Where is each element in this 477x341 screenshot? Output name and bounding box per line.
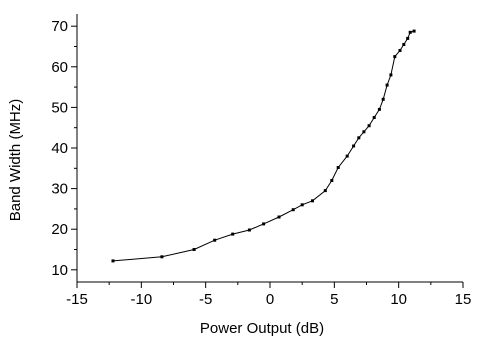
data-point bbox=[389, 73, 393, 77]
data-point bbox=[111, 259, 115, 263]
data-point bbox=[247, 228, 251, 232]
x-tick-label: 10 bbox=[390, 291, 407, 308]
data-point bbox=[311, 199, 314, 203]
data-point bbox=[398, 49, 402, 52]
data-point bbox=[372, 116, 376, 119]
data-point bbox=[231, 232, 235, 236]
data-point bbox=[362, 130, 366, 134]
data-point bbox=[300, 203, 304, 207]
x-axis-label: Power Output (dB) bbox=[200, 320, 324, 337]
series-line bbox=[112, 30, 415, 262]
data-point bbox=[385, 83, 389, 87]
data-point bbox=[408, 30, 412, 34]
y-tick-label: 50 bbox=[51, 99, 68, 116]
data-point bbox=[357, 136, 361, 140]
y-tick-label: 10 bbox=[51, 262, 68, 279]
data-point bbox=[323, 189, 327, 193]
data-point bbox=[393, 55, 397, 59]
data-point bbox=[336, 166, 340, 169]
y-ticks: 10 20 30 40 50 60 70 bbox=[51, 18, 77, 279]
x-tick-label: -10 bbox=[130, 291, 152, 308]
x-tick-label: 0 bbox=[266, 291, 274, 308]
data-point bbox=[412, 29, 416, 33]
y-tick-label: 70 bbox=[51, 18, 68, 35]
y-tick-label: 20 bbox=[51, 221, 68, 238]
data-point bbox=[377, 107, 381, 111]
data-point bbox=[381, 97, 385, 101]
data-point bbox=[291, 208, 295, 212]
data-point bbox=[330, 179, 334, 182]
data-point bbox=[160, 255, 164, 259]
y-tick-label: 60 bbox=[51, 59, 68, 76]
x-tick-label: 5 bbox=[330, 291, 338, 308]
y-tick-label: 30 bbox=[51, 181, 68, 198]
data-point bbox=[277, 215, 281, 219]
data-point bbox=[192, 248, 196, 251]
x-tick-label: 15 bbox=[455, 291, 472, 308]
y-axis-label: Band Width (MHz) bbox=[7, 99, 24, 222]
data-point bbox=[262, 222, 266, 226]
data-point bbox=[213, 238, 217, 242]
x-tick-label: -5 bbox=[199, 291, 212, 308]
data-point bbox=[406, 36, 410, 40]
data-point bbox=[352, 144, 356, 148]
data-point bbox=[402, 43, 406, 46]
y-tick-label: 40 bbox=[51, 140, 68, 157]
data-point bbox=[345, 154, 349, 158]
x-tick-label: -15 bbox=[66, 291, 88, 308]
x-ticks: -15 -10 -5 0 5 10 15 bbox=[66, 282, 471, 308]
data-point bbox=[367, 124, 371, 128]
axes bbox=[76, 14, 463, 283]
data-points bbox=[111, 29, 416, 263]
